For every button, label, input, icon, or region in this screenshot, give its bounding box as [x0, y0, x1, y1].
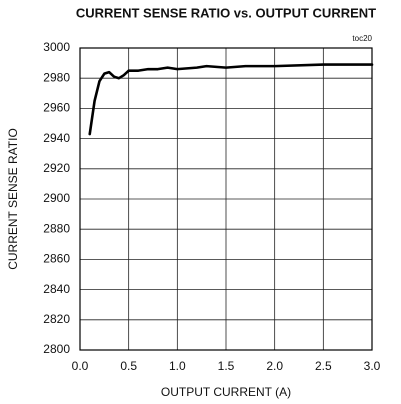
chart-title: CURRENT SENSE RATIO vs. OUTPUT CURRENT [76, 5, 376, 20]
y-tick-label: 2980 [43, 70, 70, 84]
x-tick-label: 2.0 [266, 359, 283, 373]
y-tick-label: 2880 [43, 221, 70, 235]
x-tick-label: 0.5 [120, 359, 137, 373]
y-tick-label: 2960 [43, 101, 70, 115]
x-tick-label: 1.0 [169, 359, 186, 373]
y-tick-label: 2800 [43, 342, 70, 356]
y-tick-label: 2940 [43, 131, 70, 145]
y-axis-label: CURRENT SENSE RATIO [6, 128, 20, 270]
plot-frame [79, 47, 373, 351]
x-tick-label: 0.0 [72, 359, 89, 373]
y-tick-label: 2860 [43, 252, 70, 266]
x-tick-label: 1.5 [218, 359, 235, 373]
x-tick-label: 2.5 [315, 359, 332, 373]
data-line [88, 63, 374, 136]
x-tick-label: 3.0 [364, 359, 381, 373]
y-tick-label: 3000 [43, 40, 70, 54]
y-tick-label: 2920 [43, 161, 70, 175]
y-tick-label: 2820 [43, 312, 70, 326]
y-tick-label: 2900 [43, 191, 70, 205]
x-axis-label: OUTPUT CURRENT (A) [161, 385, 291, 399]
y-tick-label: 2840 [43, 282, 70, 296]
annotation: toc20 [352, 34, 372, 43]
